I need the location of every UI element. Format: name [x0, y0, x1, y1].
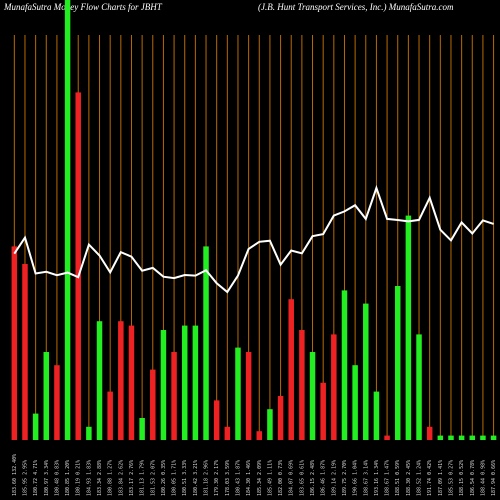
money-flow-bar [203, 246, 209, 440]
money-flow-bar [213, 400, 220, 440]
money-flow-bar [96, 321, 103, 440]
money-flow-bar [128, 325, 135, 440]
x-tick-labels: 183.60 132.40% 185.95 2.95% 180.72 4.71% 18… [12, 454, 497, 496]
money-flow-bar [341, 290, 348, 440]
x-tick-label: 190.66 1.04% [353, 460, 359, 496]
money-flow-bar [32, 413, 39, 440]
x-tick-label: 183.65 0.61% [299, 460, 305, 496]
money-flow-bar [437, 435, 444, 440]
money-flow-bar [11, 246, 18, 440]
x-tick-label: 180.72 4.71% [33, 460, 39, 496]
x-tick-label: 180.51 3.33% [182, 460, 188, 496]
x-tick-label: 189.75 2.70% [342, 460, 348, 496]
money-flow-bar [224, 426, 231, 440]
x-tick-label: 187.09 1.41% [438, 460, 444, 496]
x-tick-label: 185.53 0.27% [448, 460, 454, 496]
x-tick-label: 180.97 3.34% [44, 460, 50, 496]
x-tick-label: 184.07 0.69% [289, 460, 295, 496]
x-tick-label: 184.93 1.83% [86, 460, 92, 496]
chart-title-right: (J.B. Hunt Transport Services, Inc.) Mun… [258, 2, 454, 12]
money-flow-bar [320, 382, 326, 440]
money-flow-bar [267, 409, 273, 440]
x-tick-label: 186.15 2.48% [310, 460, 316, 496]
money-flow-bar [118, 321, 124, 440]
money-flow-bar [181, 325, 188, 440]
x-tick-label: 191.74 0.42% [427, 460, 433, 496]
x-tick-label: 180.43 1.87% [235, 460, 241, 496]
money-flow-bar [469, 435, 476, 440]
x-tick-label: 180.05 1.71% [172, 460, 178, 496]
money-flow-bar [299, 330, 305, 440]
x-tick-label: 188.67 3.14% [363, 460, 369, 496]
money-flow-bar [256, 431, 263, 440]
x-tick-label: 193.16 1.34% [374, 460, 380, 496]
x-tick-label: 179.30 2.17% [214, 460, 220, 496]
x-tick-label: 181.53 2.07% [150, 460, 156, 496]
x-tick-label: 189.14 2.19% [331, 460, 337, 496]
money-flow-bar [86, 426, 92, 440]
money-flow-bar [458, 435, 465, 440]
x-tick-label: 185.34 2.09% [257, 460, 263, 496]
money-flow-bar [288, 299, 294, 440]
money-flow-bar [394, 286, 401, 440]
money-flow-bar [309, 352, 316, 440]
price-line [13, 184, 494, 294]
money-flow-bar [139, 418, 145, 440]
x-tick-label: 180.85 1.20% [65, 460, 71, 496]
money-flow-bar [352, 365, 358, 440]
x-tick-label: 186.46 1.87% [321, 460, 327, 496]
money-flow-bar [150, 369, 156, 440]
money-flow-bar [64, 0, 71, 440]
money-flow-bar [277, 396, 284, 440]
x-tick-label: 183.34 2.88% [97, 460, 103, 496]
x-tick-label: 184.30 1.46% [246, 460, 252, 496]
money-flow-bar [160, 330, 167, 440]
money-flow-bar [490, 435, 497, 440]
money-flow-bar [405, 215, 412, 440]
money-flow-bar [416, 334, 422, 440]
money-flow-bar [426, 426, 433, 440]
x-tick-label: 188.15 0.52% [459, 460, 465, 496]
x-tick-label: 183.17 2.76% [129, 460, 135, 496]
x-tick-label: 185.49 1.11% [267, 460, 273, 496]
x-tick-label: 178.03 3.59% [225, 460, 231, 496]
money-flow-bars [11, 0, 497, 441]
x-tick-label: 187.94 0.66% [491, 460, 497, 496]
money-flow-bar [22, 264, 28, 440]
x-tick-label: 181.13 1.79% [140, 460, 146, 496]
money-flow-bar [245, 352, 252, 440]
x-tick-label: 180.88 1.27% [108, 460, 114, 496]
x-tick-label: 188.52 1.24% [417, 460, 423, 496]
x-tick-label: 180.26 0.35% [161, 460, 167, 496]
x-tick-label: 185.95 2.95% [22, 460, 28, 496]
x-tick-label: 182.00 0.73% [278, 460, 284, 496]
money-flow-bar [192, 325, 199, 440]
money-flow-bar [171, 352, 177, 440]
money-flow-bar [331, 334, 337, 440]
x-tick-label: 186.54 0.78% [470, 460, 476, 496]
x-tick-label: 180.48 0.83% [54, 460, 60, 496]
money-flow-bar [384, 435, 390, 440]
money-flow-bar [448, 435, 454, 440]
money-flow-bar [235, 347, 241, 440]
money-flow-bar [75, 92, 81, 441]
x-tick-label: 183.84 2.62% [118, 460, 124, 496]
x-tick-label: 180.19 0.21% [76, 460, 82, 496]
x-tick-label: 188.51 0.59% [395, 460, 401, 496]
x-tick-label: 183.60 132.40% [12, 454, 18, 496]
x-tick-label: 188.30 2.45% [406, 460, 412, 496]
x-tick-label: 180.42 3.21% [193, 460, 199, 496]
money-flow-bar [363, 303, 369, 440]
chart-title-left: MunafaSutra Money Flow Charts for JBHT [4, 2, 162, 12]
money-flow-bar [43, 352, 50, 440]
x-tick-label: 181.18 2.96% [204, 460, 210, 496]
money-flow-bar [107, 391, 113, 440]
x-tick-label: 188.67 1.47% [385, 460, 391, 496]
money-flow-bar [373, 391, 380, 440]
money-flow-bar [480, 435, 486, 440]
x-tick-label: 188.44 0.98% [480, 460, 486, 496]
money-flow-bar [54, 365, 60, 440]
